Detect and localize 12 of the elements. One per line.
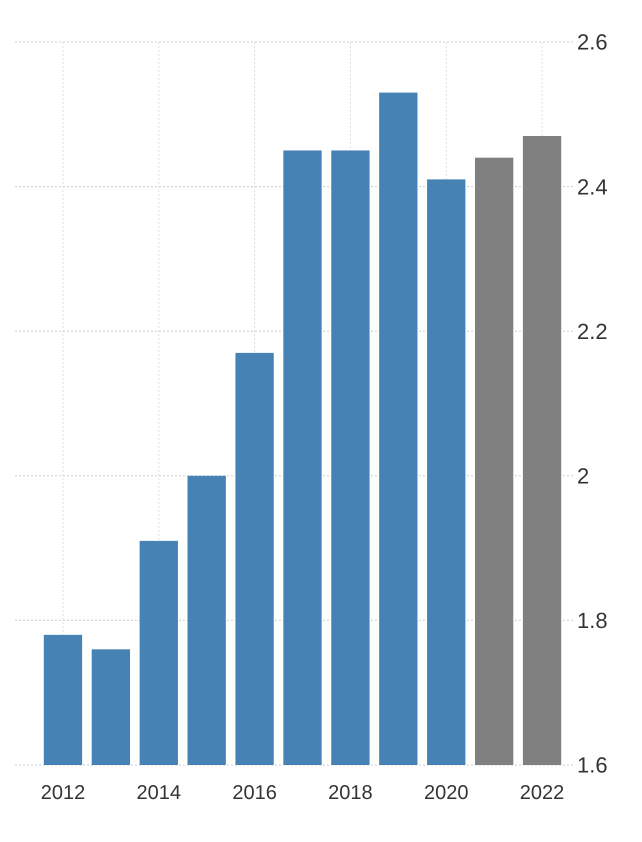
- y-tick-label: 1.8: [577, 608, 608, 634]
- x-tick-label: 2012: [40, 782, 86, 804]
- x-tick-label: 2020: [424, 782, 468, 804]
- x-tick-label: 2022: [520, 782, 564, 804]
- y-tick-label: 2.6: [577, 30, 608, 55]
- x-tick-label: 2016: [232, 782, 277, 804]
- y-tick-label: 2: [577, 464, 590, 488]
- y-tick-label: 2.4: [577, 174, 608, 200]
- x-tick-label: 2018: [328, 782, 373, 804]
- x-tick-label: 2014: [136, 782, 182, 804]
- y-tick-label: 1.6: [577, 752, 608, 778]
- y-tick-label: 2.2: [577, 318, 608, 344]
